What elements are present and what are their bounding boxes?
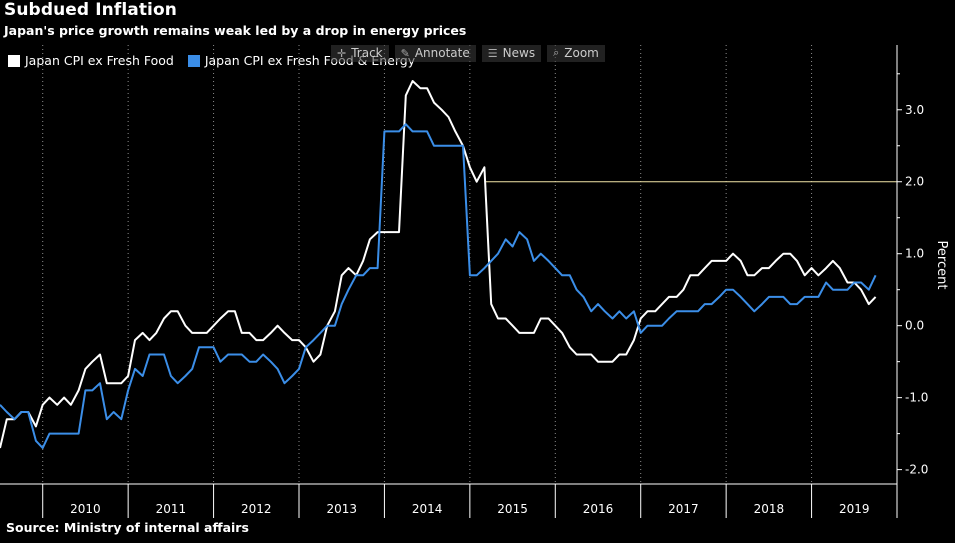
legend-item-cpi-ex-fresh-food[interactable]: Japan CPI ex Fresh Food (8, 53, 174, 68)
zoom-button[interactable]: ⌕ Zoom (547, 45, 605, 62)
axes-group (0, 45, 898, 485)
x-tick-label: 2013 (326, 502, 357, 516)
source-note: Source: Ministry of internal affairs (6, 520, 249, 535)
magnifier-icon: ⌕ (553, 46, 560, 59)
y-tick-label: -1.0 (905, 391, 928, 405)
x-tick-label: 2015 (497, 502, 528, 516)
crosshair-icon: ✛ (337, 46, 347, 60)
x-tick-label: 2019 (839, 502, 870, 516)
y-tick-label: 2.0 (905, 175, 924, 189)
series-line-cpi-ex-fresh-food (0, 80, 877, 449)
x-tick-label: 2014 (412, 502, 443, 516)
x-tick-label: 2018 (754, 502, 785, 516)
news-icon: ☰ (487, 46, 498, 60)
x-tick-label: 2010 (70, 502, 101, 516)
chart-title: Subdued Inflation (4, 0, 177, 20)
y-axis-label: Percent (934, 241, 949, 290)
x-tick-label: 2016 (583, 502, 614, 516)
x-axis-ticks: 2010 2011 2012 2013 2014 2015 2016 2017 2018 2019 (42, 484, 898, 518)
legend-swatch-white (8, 54, 20, 67)
annotate-button[interactable]: ✎ Annotate (394, 45, 476, 62)
series-line-cpi-ex-fresh-food-energy (0, 123, 877, 449)
y-axis-ticks: -2.0 -1.0 0.0 1.0 2.0 3.0 (897, 73, 928, 477)
track-button[interactable]: ✛ Track (331, 45, 389, 62)
y-tick-label: 3.0 (905, 103, 924, 117)
y-tick-label: -2.0 (905, 463, 928, 477)
news-label: News (502, 46, 536, 60)
legend-label: Japan CPI ex Fresh Food (25, 53, 174, 68)
x-tick-label: 2017 (668, 502, 699, 516)
annotate-label: Annotate (414, 46, 470, 60)
legend-swatch-blue (187, 54, 200, 67)
pencil-icon: ✎ (400, 46, 410, 60)
x-tick-label: 2012 (241, 502, 272, 516)
zoom-label: Zoom (564, 46, 599, 60)
x-tick-label: 2011 (156, 502, 187, 516)
chart-toolbar: ✛ Track ✎ Annotate ☰ News ⌕ Zoom (331, 45, 605, 62)
track-label: Track (351, 46, 383, 60)
series-layer (0, 80, 877, 449)
y-tick-label: 1.0 (905, 247, 924, 261)
news-button[interactable]: ☰ News (481, 45, 542, 62)
legend: Japan CPI ex Fresh Food Japan CPI ex Fre… (8, 53, 415, 68)
chart-subtitle: Japan's price growth remains weak led by… (4, 23, 467, 38)
y-tick-label: 0.0 (905, 319, 924, 333)
